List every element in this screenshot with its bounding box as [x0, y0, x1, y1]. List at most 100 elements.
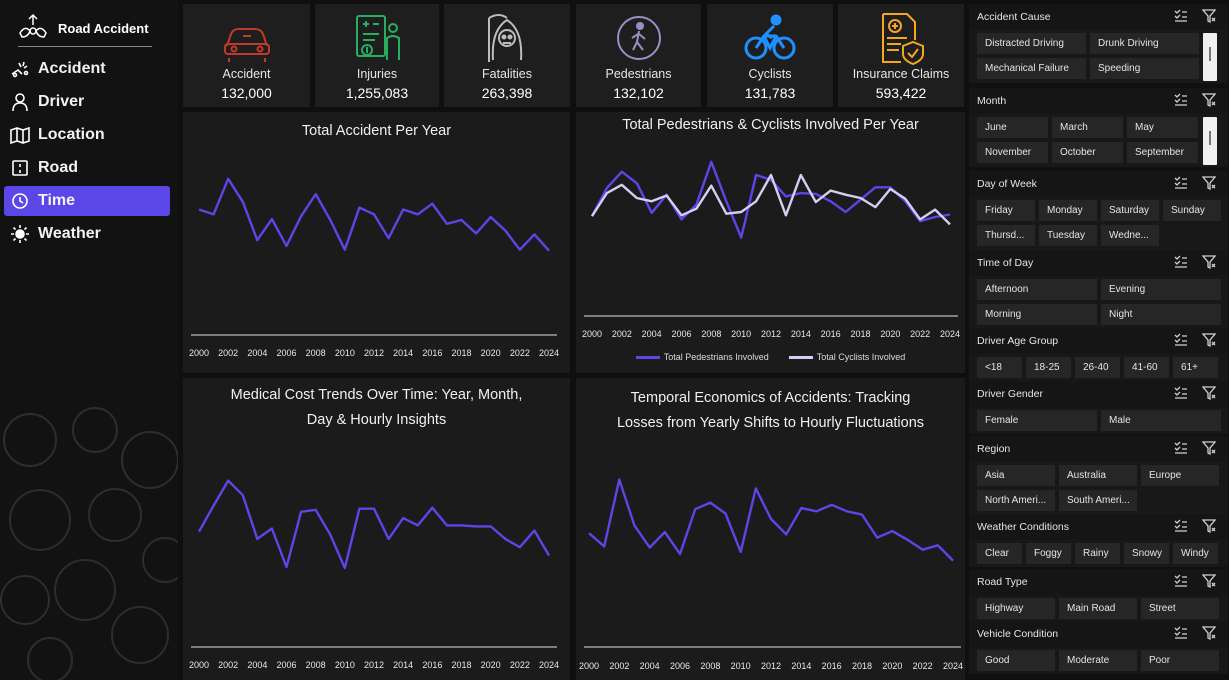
- slicer-option[interactable]: Monday: [1039, 200, 1097, 221]
- select-all-icon[interactable]: [1174, 519, 1188, 533]
- clear-filter-icon[interactable]: [1201, 176, 1217, 191]
- sidebar-item-location[interactable]: Location: [4, 120, 170, 150]
- sidebar-item-label: Location: [38, 126, 105, 143]
- slicer-title: Driver Age Group: [977, 335, 1059, 347]
- slicer-option[interactable]: Thursd...: [977, 225, 1035, 246]
- slicer-option[interactable]: Snowy: [1124, 543, 1169, 564]
- slicer-option[interactable]: 18-25: [1026, 357, 1071, 378]
- slicer-option[interactable]: Rainy: [1075, 543, 1120, 564]
- clear-filter-icon[interactable]: [1201, 626, 1217, 641]
- sidebar-item-time[interactable]: Time: [4, 186, 170, 216]
- clear-filter-icon[interactable]: [1201, 9, 1217, 24]
- series-line-0[interactable]: [197, 479, 551, 570]
- x-tick-label: 2004: [247, 660, 267, 670]
- chart-title-line1: Temporal Economics of Accidents: Trackin…: [630, 390, 911, 406]
- chart-title-line1: Medical Cost Trends Over Time: Year, Mon…: [230, 387, 523, 403]
- series-line-1[interactable]: [590, 173, 951, 226]
- select-all-icon[interactable]: [1174, 255, 1188, 269]
- sidebar-item-weather[interactable]: Weather: [4, 219, 170, 249]
- clear-filter-icon[interactable]: [1201, 255, 1217, 270]
- slicer-option[interactable]: 61+: [1173, 357, 1218, 378]
- select-all-icon[interactable]: [1174, 9, 1188, 23]
- legend-item-cyclists[interactable]: Total Cyclists Involved: [788, 352, 905, 362]
- slicer-scrollbar[interactable]: [1203, 117, 1217, 165]
- slicer-option[interactable]: 41-60: [1124, 357, 1169, 378]
- x-tick-label: 2004: [642, 329, 662, 339]
- slicer-option[interactable]: Wedne...: [1101, 225, 1159, 246]
- slicer-option[interactable]: Evening: [1101, 279, 1221, 300]
- x-tick-label: 2024: [539, 348, 559, 358]
- clear-filter-icon[interactable]: [1201, 574, 1217, 589]
- series-line-0[interactable]: [590, 160, 951, 239]
- slicer-option[interactable]: Male: [1101, 410, 1221, 431]
- slicer-option[interactable]: Windy: [1173, 543, 1218, 564]
- chart-legend: Total Pedestrians Involved Total Cyclist…: [576, 352, 965, 362]
- slicer-header: Driver Age Group: [969, 328, 1228, 354]
- select-all-icon[interactable]: [1174, 93, 1188, 107]
- x-tick-label: 2000: [189, 348, 209, 358]
- slicer-option[interactable]: Speeding: [1090, 58, 1199, 79]
- slicer-option[interactable]: October: [1052, 142, 1123, 163]
- select-all-icon[interactable]: [1174, 441, 1188, 455]
- slicer-option[interactable]: Foggy: [1026, 543, 1071, 564]
- select-all-icon[interactable]: [1174, 386, 1188, 400]
- slicer-option[interactable]: September: [1127, 142, 1198, 163]
- slicer-option[interactable]: March: [1052, 117, 1123, 138]
- clear-filter-icon[interactable]: [1201, 386, 1217, 401]
- select-all-icon[interactable]: [1174, 626, 1188, 640]
- slicer-option[interactable]: Afternoon: [977, 279, 1097, 300]
- sidebar-item-driver[interactable]: Driver: [4, 87, 170, 117]
- clear-filter-icon[interactable]: [1201, 333, 1217, 348]
- slicer-header: Month: [969, 88, 1228, 114]
- select-all-icon[interactable]: [1174, 333, 1188, 347]
- legend-item-pedestrians[interactable]: Total Pedestrians Involved: [635, 352, 769, 362]
- select-all-icon[interactable]: [1174, 574, 1188, 588]
- slicer-option[interactable]: Highway: [977, 598, 1055, 619]
- sidebar-item-road[interactable]: Road: [4, 153, 170, 183]
- slicer-options: Clear Foggy Rainy Snowy Windy: [969, 540, 1228, 567]
- series-line-0[interactable]: [588, 478, 954, 562]
- sidebar: Road Accident Accident Driver Location R: [0, 0, 178, 680]
- clear-filter-icon[interactable]: [1201, 519, 1217, 534]
- crash-icon: [8, 59, 32, 79]
- slicer-option[interactable]: Saturday: [1101, 200, 1159, 221]
- slicer-option[interactable]: May: [1127, 117, 1198, 138]
- slicer-option[interactable]: Moderate: [1059, 650, 1137, 671]
- slicer-option[interactable]: Friday: [977, 200, 1035, 221]
- x-tick-label: 2014: [393, 660, 413, 670]
- slicer-option[interactable]: <18: [977, 357, 1022, 378]
- kpi-label: Cyclists: [748, 67, 792, 81]
- clear-filter-icon[interactable]: [1201, 441, 1217, 456]
- series-line-0[interactable]: [198, 177, 550, 252]
- slicer-option[interactable]: November: [977, 142, 1048, 163]
- sidebar-item-accident[interactable]: Accident: [4, 54, 170, 84]
- slicer-option[interactable]: Asia: [977, 465, 1055, 486]
- slicer-option[interactable]: Street: [1141, 598, 1219, 619]
- slicer-option[interactable]: Poor: [1141, 650, 1219, 671]
- slicer-option[interactable]: South Ameri...: [1059, 490, 1137, 511]
- scrollbar-thumb[interactable]: [1209, 47, 1211, 61]
- slicer-option[interactable]: Mechanical Failure: [977, 58, 1086, 79]
- slicer-title: Accident Cause: [977, 11, 1051, 23]
- slicer-option[interactable]: Distracted Driving: [977, 33, 1086, 54]
- slicer-option[interactable]: Australia: [1059, 465, 1137, 486]
- slicer-option[interactable]: June: [977, 117, 1048, 138]
- slicer-option[interactable]: Good: [977, 650, 1055, 671]
- slicer-option[interactable]: Tuesday: [1039, 225, 1097, 246]
- slicer-option[interactable]: Main Road: [1059, 598, 1137, 619]
- slicer-option[interactable]: 26-40: [1075, 357, 1120, 378]
- slicer-option[interactable]: Europe: [1141, 465, 1219, 486]
- slicer-option[interactable]: Female: [977, 410, 1097, 431]
- slicer-option[interactable]: Morning: [977, 304, 1097, 325]
- slicer-option[interactable]: Drunk Driving: [1090, 33, 1199, 54]
- slicer-scrollbar[interactable]: [1203, 33, 1217, 81]
- clear-filter-icon[interactable]: [1201, 93, 1217, 108]
- kpi-label: Fatalities: [481, 67, 533, 81]
- scrollbar-thumb[interactable]: [1209, 131, 1211, 145]
- slicer-option[interactable]: Clear: [977, 543, 1022, 564]
- x-tick-label: 2020: [882, 661, 902, 671]
- slicer-option[interactable]: North Ameri...: [977, 490, 1055, 511]
- slicer-option[interactable]: Sunday: [1163, 200, 1221, 221]
- slicer-option[interactable]: Night: [1101, 304, 1221, 325]
- select-all-icon[interactable]: [1174, 176, 1188, 190]
